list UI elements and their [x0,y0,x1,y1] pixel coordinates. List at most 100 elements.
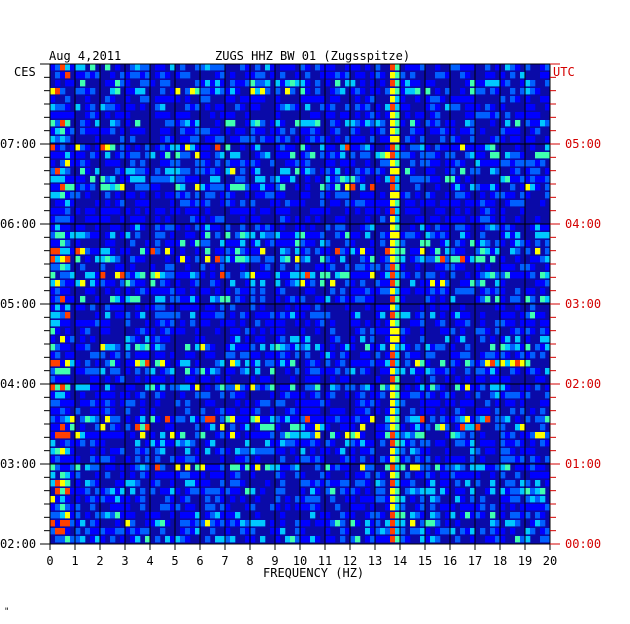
heatmap-cell [60,288,66,295]
heatmap-cell [140,528,146,535]
heatmap-cell [365,104,371,111]
heatmap-cell [345,280,351,287]
heatmap-cell [420,448,426,455]
heatmap-cell [505,200,511,207]
heatmap-cell [460,88,466,95]
heatmap-cell [370,528,376,535]
heatmap-cell [245,120,251,127]
heatmap-cell [430,272,436,279]
heatmap-cell [150,176,156,183]
heatmap-cell [405,152,411,159]
heatmap-cell [185,224,191,231]
heatmap-cell [475,416,481,423]
left-time-label: 02:00 [0,537,37,551]
heatmap-cell [415,208,421,215]
heatmap-cell [365,440,371,447]
heatmap-cell [535,480,541,487]
heatmap-cell [455,104,461,111]
heatmap-cell [530,120,536,127]
heatmap-cell [440,368,446,375]
heatmap-cell [90,248,96,255]
heatmap-cell [430,248,436,255]
heatmap-cell [140,200,146,207]
left-axis-label: CES [14,65,36,79]
heatmap-cell [390,296,396,303]
heatmap-cell [145,456,151,463]
heatmap-cell [390,536,396,543]
x-tick-label: 18 [492,554,508,568]
heatmap-cell [495,352,501,359]
heatmap-cell [170,208,176,215]
heatmap-cell [160,368,166,375]
heatmap-cell [190,176,196,183]
heatmap-cell [325,400,331,407]
heatmap-cell [340,488,346,495]
heatmap-cell [410,392,416,399]
heatmap-cell [430,96,436,103]
heatmap-cell [495,376,501,383]
heatmap-cell [395,240,401,247]
heatmap-cell [540,296,546,303]
heatmap-cell [335,224,341,231]
heatmap-cell [50,272,56,279]
heatmap-cell [305,272,311,279]
heatmap-cell [525,480,531,487]
left-time-label: 04:00 [0,377,37,391]
heatmap-cell [250,144,256,151]
heatmap-cell [460,504,466,511]
heatmap-cell [365,152,371,159]
heatmap-cell [470,104,476,111]
heatmap-cell [245,112,251,119]
heatmap-cell [410,72,416,79]
heatmap-cell [280,272,286,279]
heatmap-cell [410,448,416,455]
heatmap-cell [125,312,131,319]
heatmap-cell [260,176,266,183]
heatmap-cell [240,176,246,183]
heatmap-cell [180,136,186,143]
heatmap-cell [235,240,241,247]
heatmap-cell [345,456,351,463]
heatmap-cell [480,312,486,319]
heatmap-cell [385,144,391,151]
heatmap-cell [160,88,166,95]
heatmap-cell [130,224,136,231]
heatmap-cell [135,296,141,303]
heatmap-cell [115,288,121,295]
heatmap-cell [165,472,171,479]
heatmap-cell [310,408,316,415]
heatmap-cell [375,280,381,287]
heatmap-cell [185,304,191,311]
heatmap-cell [480,192,486,199]
heatmap-cell [80,160,86,167]
heatmap-cell [515,424,521,431]
heatmap-cell [210,264,216,271]
heatmap-cell [195,136,201,143]
heatmap-cell [55,200,61,207]
x-tick-label: 14 [392,554,408,568]
heatmap-cell [345,72,351,79]
heatmap-cell [425,472,431,479]
heatmap-cell [470,184,476,191]
heatmap-cell [495,424,501,431]
heatmap-cell [375,528,381,535]
heatmap-cell [290,336,296,343]
heatmap-cell [540,520,546,527]
heatmap-cell [280,336,286,343]
heatmap-cell [320,456,326,463]
heatmap-cell [120,136,126,143]
heatmap-cell [465,96,471,103]
heatmap-cell [50,152,56,159]
heatmap-cell [510,488,516,495]
heatmap-cell [240,272,246,279]
heatmap-cell [290,240,296,247]
heatmap-cell [530,504,536,511]
heatmap-cell [345,160,351,167]
heatmap-cell [535,232,541,239]
heatmap-cell [115,432,121,439]
heatmap-cell [175,224,181,231]
heatmap-cell [475,368,481,375]
heatmap-cell [155,96,161,103]
heatmap-cell [260,192,266,199]
heatmap-cell [195,448,201,455]
